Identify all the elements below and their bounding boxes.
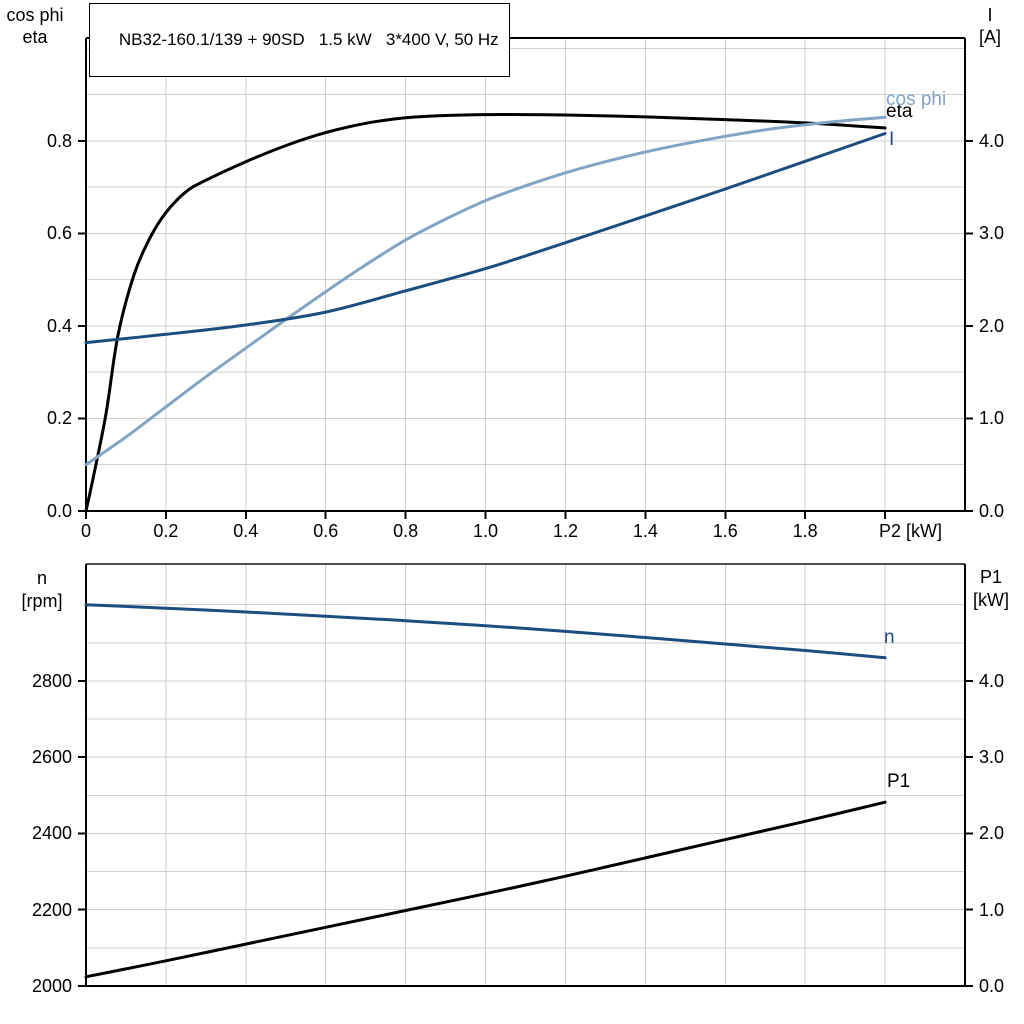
top-left-axis-title-line1: cos phi [6,5,64,25]
chart-0-x-tick-label: 0.6 [313,521,339,541]
chart-0-x-tick-label: 0.8 [393,521,419,541]
chart-0-x-tick-label: 0 [80,521,91,541]
bottom-right-axis-title: P1 [kW] [962,566,1020,612]
curve-label-eta: eta [886,101,913,122]
chart-0-x-tick-label: 0.4 [233,521,259,541]
chart-0-x-tick-label: 1.6 [712,521,738,541]
chart-1-curves [84,603,887,979]
chart-0-x-tick-label: 1.4 [632,521,658,541]
chart-0-x-tick-label: 1.8 [792,521,818,541]
top-right-axis-title-line2: [A] [978,27,1001,47]
curve-n [84,603,887,660]
curve-cos-phi [84,115,887,467]
top-right-axis-title-line1: I [987,5,993,25]
curve-label-P1: P1 [887,771,911,792]
chart-0-x-tick-label: 1.2 [552,521,578,541]
chart-1-right-tick-label: 2.0 [979,823,1005,844]
bottom-right-axis-title-line1: P1 [979,567,1003,587]
chart-1-left-tick-label: 2000 [31,976,72,996]
chart-1-right-tick-label: 3.0 [979,747,1005,768]
chart-title: NB32-160.1/139 + 90SD 1.5 kW 3*400 V, 50… [118,30,499,49]
chart-0-right-tick-label: 1.0 [979,408,1005,429]
chart-title-box: NB32-160.1/139 + 90SD 1.5 kW 3*400 V, 50… [89,3,510,77]
curve-label-n: n [884,627,895,648]
top-left-axis-title-line2: eta [22,27,48,47]
chart-1-right-tick-label: 0.0 [979,976,1005,996]
chart-1-left-tick-label: 2800 [31,670,72,691]
chart-1-axes [78,563,973,987]
chart-1-left-tick-label: 2600 [31,747,72,768]
curve-P1 [84,800,887,979]
bottom-right-axis-title-line2: [kW] [973,590,1009,610]
chart-0-x-tick-label: 0.2 [153,521,179,541]
bottom-left-axis-title: n [rpm] [4,567,80,613]
curve-eta [84,112,887,513]
chart-0-x-tick-label: 1.0 [473,521,499,541]
bottom-left-axis-title-line1: n [36,568,47,588]
chart-0-right-tick-label: 2.0 [979,315,1005,336]
chart-0-left-tick-label: 0.4 [46,315,72,336]
chart-1-right-tick-label: 4.0 [979,670,1005,691]
chart-0-right-tick-label: 4.0 [979,130,1005,151]
chart-0-curves [84,112,887,513]
chart-0-left-tick-label: 0.0 [46,501,72,521]
chart-0-left-tick-label: 0.6 [46,223,72,244]
chart-1-left-tick-label: 2200 [31,899,72,920]
chart-0-axes [78,37,973,519]
chart-1-left-tick-label: 2400 [31,823,72,844]
chart-1-gridlines [86,564,965,986]
chart-0-right-tick-label: 3.0 [979,223,1005,244]
chart-0-left-tick-label: 0.2 [46,408,72,429]
chart-0-left-tick-label: 0.8 [46,130,72,151]
curve-I [84,132,887,345]
x-axis-title: P2 [kW] [879,521,943,541]
chart-0-gridlines [86,38,965,511]
curve-label-cos-phi: cos phi [886,89,947,110]
top-right-axis-title: I [A] [962,4,1018,48]
top-left-axis-title: cos phi eta [0,4,70,48]
chart-0-right-tick-label: 0.0 [979,501,1005,521]
curve-label-I: I [889,129,895,150]
chart-1-right-tick-label: 1.0 [979,899,1005,920]
bottom-left-axis-title-line2: [rpm] [21,591,63,611]
